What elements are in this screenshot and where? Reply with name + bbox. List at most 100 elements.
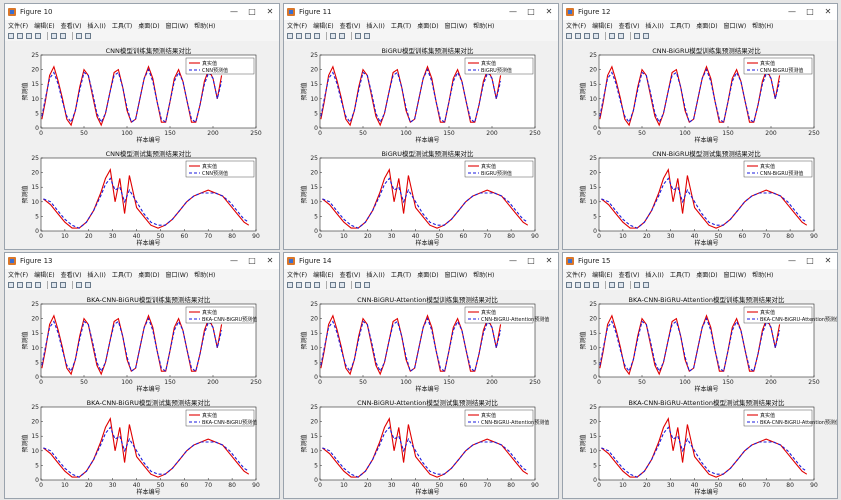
minimize-button[interactable]: — bbox=[788, 7, 796, 16]
title-bar[interactable]: Figure 15 — □ ✕ bbox=[563, 253, 837, 269]
title-bar[interactable]: Figure 11 — □ ✕ bbox=[284, 4, 558, 20]
menu-item[interactable]: 帮助(H) bbox=[194, 23, 216, 30]
title-bar[interactable]: Figure 14 — □ ✕ bbox=[284, 253, 558, 269]
menu-item[interactable]: 插入(I) bbox=[87, 23, 106, 30]
menu-item[interactable]: 帮助(H) bbox=[752, 23, 774, 30]
title-bar[interactable]: Figure 12 — □ ✕ bbox=[563, 4, 837, 20]
minimize-button[interactable]: — bbox=[230, 256, 238, 265]
insert-colorbar-icon[interactable] bbox=[355, 282, 361, 288]
menu-item[interactable]: 插入(I) bbox=[87, 272, 106, 279]
new-figure-icon[interactable] bbox=[566, 282, 572, 288]
menu-item[interactable]: 编辑(E) bbox=[34, 272, 55, 279]
menu-item[interactable]: 窗口(W) bbox=[723, 23, 747, 30]
insert-legend-icon[interactable] bbox=[85, 33, 91, 39]
figure-window[interactable]: Figure 12 — □ ✕ 文件(F) 编辑(E) 查看(V) 插入(I) 工具(T) 桌面(… bbox=[562, 3, 838, 250]
menu-item[interactable]: 编辑(E) bbox=[592, 23, 613, 30]
insert-colorbar-icon[interactable] bbox=[634, 282, 640, 288]
menu-item[interactable]: 插入(I) bbox=[645, 272, 664, 279]
menu-item[interactable]: 查看(V) bbox=[60, 23, 82, 30]
menu-item[interactable]: 编辑(E) bbox=[313, 272, 334, 279]
menu-item[interactable]: 文件(F) bbox=[8, 23, 29, 30]
figure-window[interactable]: Figure 15 — □ ✕ 文件(F) 编辑(E) 查看(V) 插入(I) 工具(T) 桌面(… bbox=[562, 252, 838, 499]
property-editor-icon[interactable] bbox=[60, 33, 66, 39]
figure-window[interactable]: Figure 14 — □ ✕ 文件(F) 编辑(E) 查看(V) 插入(I) 工具(T) 桌面(… bbox=[283, 252, 559, 499]
menu-item[interactable]: 桌面(D) bbox=[696, 23, 718, 30]
save-icon[interactable] bbox=[584, 282, 590, 288]
menu-item[interactable]: 文件(F) bbox=[287, 272, 308, 279]
new-figure-icon[interactable] bbox=[566, 33, 572, 39]
print-icon[interactable] bbox=[35, 282, 41, 288]
open-file-icon[interactable] bbox=[296, 282, 302, 288]
new-figure-icon[interactable] bbox=[287, 282, 293, 288]
menu-item[interactable]: 文件(F) bbox=[566, 272, 587, 279]
minimize-button[interactable]: — bbox=[509, 7, 517, 16]
insert-colorbar-icon[interactable] bbox=[76, 33, 82, 39]
link-icon[interactable] bbox=[609, 33, 615, 39]
insert-legend-icon[interactable] bbox=[85, 282, 91, 288]
maximize-button[interactable]: □ bbox=[806, 256, 814, 265]
save-icon[interactable] bbox=[305, 33, 311, 39]
title-bar[interactable]: Figure 10 — □ ✕ bbox=[5, 4, 279, 20]
maximize-button[interactable]: □ bbox=[248, 256, 256, 265]
save-icon[interactable] bbox=[584, 33, 590, 39]
menu-item[interactable]: 工具(T) bbox=[390, 272, 412, 279]
menu-item[interactable]: 插入(I) bbox=[366, 272, 385, 279]
menu-item[interactable]: 窗口(W) bbox=[444, 272, 468, 279]
open-file-icon[interactable] bbox=[17, 33, 23, 39]
open-file-icon[interactable] bbox=[17, 282, 23, 288]
insert-legend-icon[interactable] bbox=[643, 282, 649, 288]
maximize-button[interactable]: □ bbox=[248, 7, 256, 16]
menu-item[interactable]: 编辑(E) bbox=[313, 23, 334, 30]
link-icon[interactable] bbox=[609, 282, 615, 288]
menu-item[interactable]: 窗口(W) bbox=[723, 272, 747, 279]
new-figure-icon[interactable] bbox=[8, 33, 14, 39]
menu-item[interactable]: 插入(I) bbox=[366, 23, 385, 30]
minimize-button[interactable]: — bbox=[230, 7, 238, 16]
close-button[interactable]: ✕ bbox=[545, 256, 553, 265]
maximize-button[interactable]: □ bbox=[806, 7, 814, 16]
property-editor-icon[interactable] bbox=[618, 282, 624, 288]
open-file-icon[interactable] bbox=[575, 282, 581, 288]
menu-item[interactable]: 窗口(W) bbox=[444, 23, 468, 30]
menu-item[interactable]: 查看(V) bbox=[618, 272, 640, 279]
insert-colorbar-icon[interactable] bbox=[355, 33, 361, 39]
insert-colorbar-icon[interactable] bbox=[76, 282, 82, 288]
menu-item[interactable]: 桌面(D) bbox=[417, 23, 439, 30]
menu-item[interactable]: 查看(V) bbox=[339, 272, 361, 279]
print-icon[interactable] bbox=[35, 33, 41, 39]
insert-colorbar-icon[interactable] bbox=[634, 33, 640, 39]
open-file-icon[interactable] bbox=[296, 33, 302, 39]
menu-item[interactable]: 查看(V) bbox=[618, 23, 640, 30]
save-icon[interactable] bbox=[26, 282, 32, 288]
menu-item[interactable]: 工具(T) bbox=[669, 23, 691, 30]
title-bar[interactable]: Figure 13 — □ ✕ bbox=[5, 253, 279, 269]
property-editor-icon[interactable] bbox=[339, 33, 345, 39]
print-icon[interactable] bbox=[593, 33, 599, 39]
link-icon[interactable] bbox=[51, 33, 57, 39]
print-icon[interactable] bbox=[314, 33, 320, 39]
menu-item[interactable]: 桌面(D) bbox=[138, 23, 160, 30]
close-button[interactable]: ✕ bbox=[266, 256, 274, 265]
menu-item[interactable]: 帮助(H) bbox=[752, 272, 774, 279]
menu-item[interactable]: 桌面(D) bbox=[417, 272, 439, 279]
menu-item[interactable]: 帮助(H) bbox=[194, 272, 216, 279]
print-icon[interactable] bbox=[314, 282, 320, 288]
figure-window[interactable]: Figure 10 — □ ✕ 文件(F) 编辑(E) 查看(V) 插入(I) 工具(T) 桌面(… bbox=[4, 3, 280, 250]
open-file-icon[interactable] bbox=[575, 33, 581, 39]
menu-item[interactable]: 桌面(D) bbox=[696, 272, 718, 279]
menu-item[interactable]: 查看(V) bbox=[60, 272, 82, 279]
figure-window[interactable]: Figure 11 — □ ✕ 文件(F) 编辑(E) 查看(V) 插入(I) 工具(T) 桌面(… bbox=[283, 3, 559, 250]
menu-item[interactable]: 工具(T) bbox=[111, 272, 133, 279]
insert-legend-icon[interactable] bbox=[643, 33, 649, 39]
menu-item[interactable]: 工具(T) bbox=[390, 23, 412, 30]
new-figure-icon[interactable] bbox=[8, 282, 14, 288]
property-editor-icon[interactable] bbox=[339, 282, 345, 288]
close-button[interactable]: ✕ bbox=[824, 256, 832, 265]
property-editor-icon[interactable] bbox=[618, 33, 624, 39]
menu-item[interactable]: 编辑(E) bbox=[34, 23, 55, 30]
menu-item[interactable]: 编辑(E) bbox=[592, 272, 613, 279]
menu-item[interactable]: 插入(I) bbox=[645, 23, 664, 30]
print-icon[interactable] bbox=[593, 282, 599, 288]
menu-item[interactable]: 工具(T) bbox=[669, 272, 691, 279]
save-icon[interactable] bbox=[305, 282, 311, 288]
